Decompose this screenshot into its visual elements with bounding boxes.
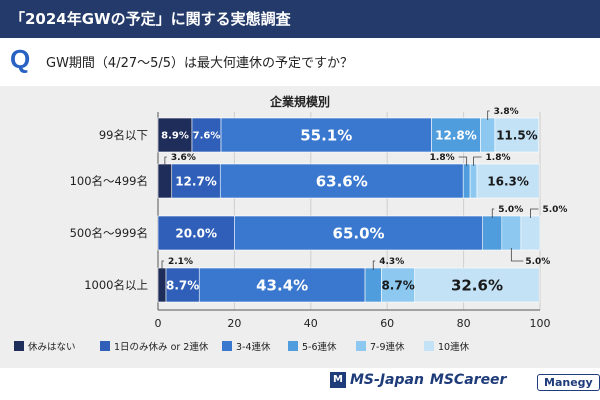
callout-line — [510, 248, 524, 262]
category-label: 1000名以上 — [84, 278, 148, 292]
legend-label: 1日のみ休み or 2連休 — [114, 341, 209, 353]
x-tick-label: 100 — [530, 317, 551, 330]
callout-line — [458, 156, 468, 166]
bar-segment — [494, 117, 540, 153]
category-label: 99名以下 — [99, 128, 148, 142]
value-label: 20.0% — [175, 226, 217, 240]
bar-segment — [501, 215, 522, 251]
value-label: 2.1% — [168, 257, 193, 267]
value-label: 55.1% — [300, 126, 352, 144]
value-label: 3.6% — [171, 153, 196, 163]
bar-segment — [431, 117, 481, 153]
bar-segment — [157, 117, 193, 153]
x-tick-label: 0 — [155, 317, 162, 330]
value-label: 12.8% — [435, 128, 477, 142]
callout-line — [372, 260, 376, 270]
bar-segment — [157, 215, 235, 251]
bar-segment — [171, 163, 221, 199]
manegy-logo: Manegy — [537, 374, 600, 391]
brand-ms-career: MSCareer — [429, 372, 507, 388]
value-label: 12.7% — [175, 174, 217, 188]
legend-label: 休みはない — [28, 341, 76, 353]
value-label: 3.8% — [494, 107, 519, 117]
stacked-bar-chart: 企業規模別 0 20 40 60 80 100 99名以下 8.9% 7.6% 55.1% 12.8%… — [14, 94, 567, 353]
legend-label: 3-4連休 — [236, 341, 271, 353]
legend-swatch — [222, 341, 232, 351]
callout-line — [491, 208, 495, 218]
bar-segment — [157, 267, 167, 303]
value-label: 5.0% — [542, 205, 567, 215]
legend-label: 7-9連休 — [370, 341, 405, 353]
question-mark-icon: Q — [10, 44, 31, 74]
value-label: 8.7% — [166, 278, 199, 292]
ms-japan-logo: M MS-Japan MSCareer — [330, 372, 506, 388]
bar-segment — [219, 163, 464, 199]
x-tick-label: 80 — [457, 317, 471, 330]
bar-segment — [469, 163, 478, 199]
value-label: 16.3% — [487, 174, 529, 188]
value-label: 5.0% — [525, 257, 550, 267]
value-label: 1.8% — [430, 153, 455, 163]
bar-segment — [157, 163, 173, 199]
value-label: 65.0% — [333, 224, 385, 242]
footer: M MS-Japan MSCareer Manegy — [0, 368, 600, 400]
chart-panel: 企業規模別 0 20 40 60 80 100 99名以下 8.9% 7.6% 55.1% 12.8%… — [0, 86, 600, 368]
bar-segment — [364, 267, 382, 303]
legend-label: 10連休 — [438, 341, 470, 353]
value-label: 8.7% — [381, 278, 414, 292]
bar-segment — [482, 215, 503, 251]
x-tick-label: 20 — [227, 317, 241, 330]
bar-segment — [198, 267, 366, 303]
legend-label: 5-6連休 — [302, 341, 337, 353]
value-label: 4.3% — [379, 257, 404, 267]
bar-segment — [476, 163, 540, 199]
value-label: 5.0% — [498, 205, 523, 215]
callout-line — [530, 208, 539, 218]
survey-title: 「2024年GWの予定」に関する実態調査 — [0, 0, 600, 38]
bar-segment — [165, 267, 200, 303]
legend-swatch — [100, 341, 110, 351]
bar-segment — [191, 117, 222, 153]
category-label: 500名〜999名 — [70, 226, 148, 240]
legend-swatch — [288, 341, 298, 351]
ms-japan-mark-icon: M — [330, 372, 346, 388]
value-label: 43.4% — [256, 276, 308, 294]
chart-title: 企業規模別 — [269, 94, 330, 109]
legend-swatch — [424, 341, 434, 351]
value-label: 11.5% — [496, 128, 538, 142]
bar-segment — [381, 267, 416, 303]
question-text: GW期間（4/27〜5/5）は最大何連休の予定ですか？ — [46, 56, 354, 71]
value-label: 7.6% — [193, 131, 221, 142]
callout-line — [161, 260, 165, 270]
bar-segment — [414, 267, 540, 303]
category-label: 100名〜499名 — [70, 174, 148, 188]
callout-line — [487, 110, 490, 120]
bar-segment — [480, 117, 496, 153]
bar-segment — [220, 117, 432, 153]
x-tick-label: 40 — [304, 317, 318, 330]
bar-segment — [234, 215, 483, 251]
legend-swatch — [356, 341, 366, 351]
question-row: Q GW期間（4/27〜5/5）は最大何連休の予定ですか？ — [0, 40, 600, 84]
value-label: 32.6% — [451, 276, 503, 294]
legend-swatch — [14, 341, 24, 351]
value-label: 63.6% — [316, 172, 368, 190]
brand-ms-japan: MS-Japan — [350, 372, 424, 388]
bar-segment — [462, 163, 471, 199]
bar-segment — [520, 215, 541, 251]
callout-line — [473, 156, 482, 166]
value-label: 8.9% — [161, 131, 189, 142]
value-label: 1.8% — [486, 153, 511, 163]
callout-line — [164, 156, 167, 166]
x-tick-label: 60 — [380, 317, 394, 330]
